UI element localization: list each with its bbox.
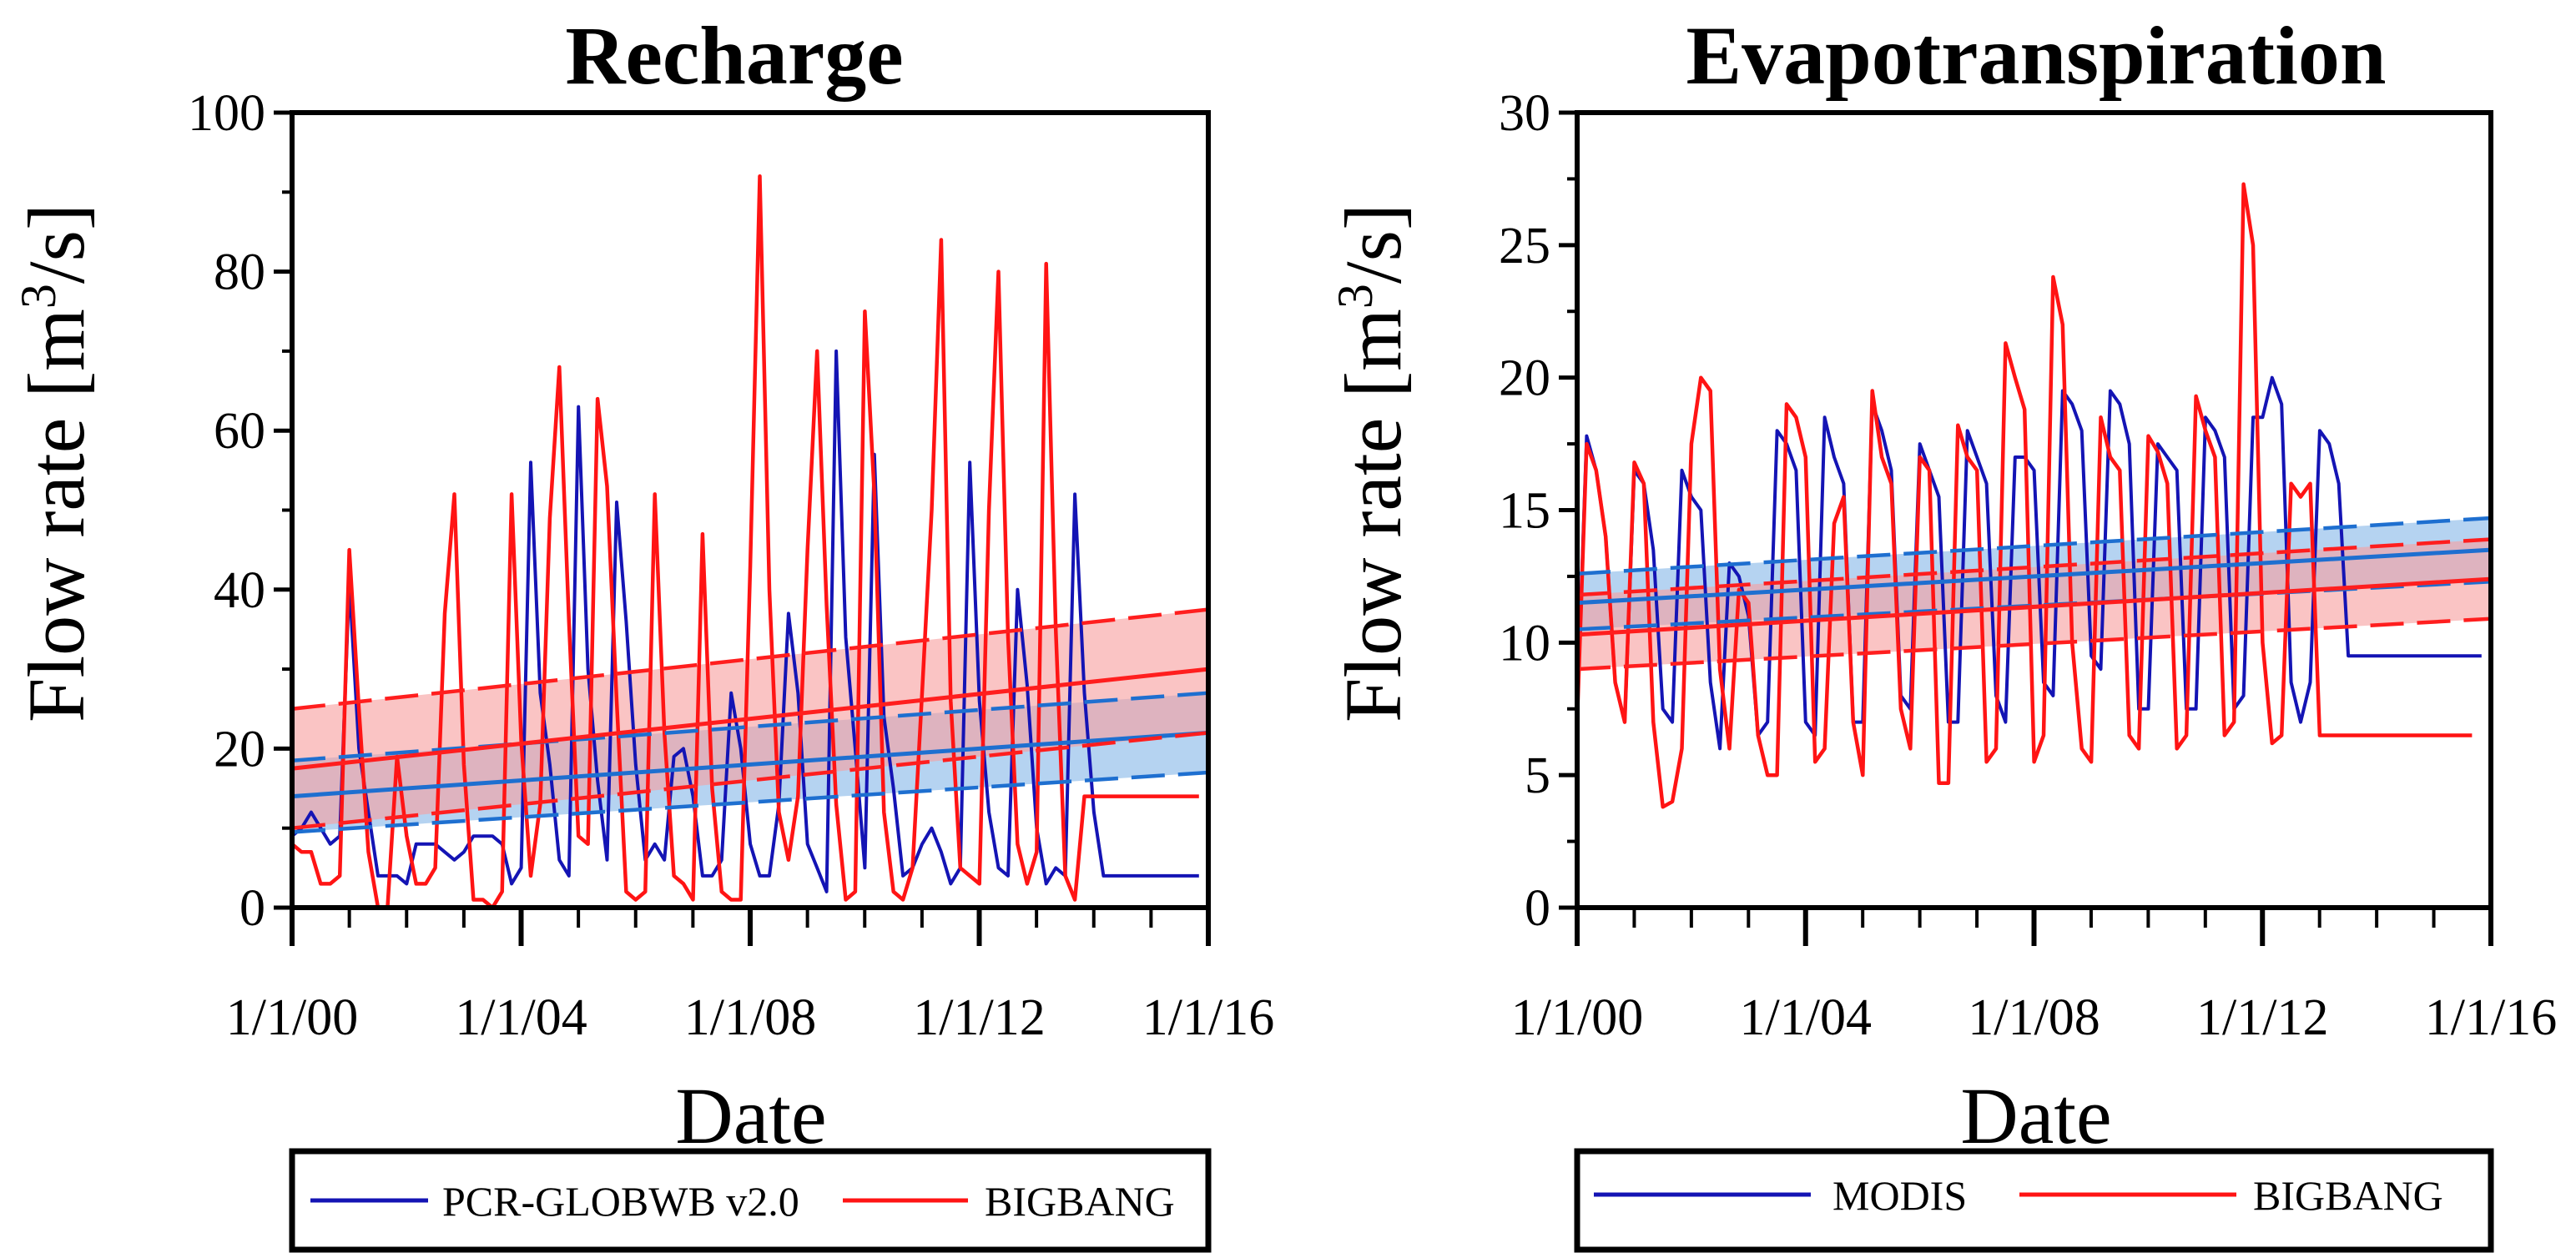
recharge-y-tick-label: 80 [214, 244, 265, 301]
recharge-y-tick-label: 20 [214, 721, 265, 777]
recharge-ci-lower-red [291, 731, 1209, 830]
evapotranspiration-y-axis-label: Flow rate [m3/s] [1328, 204, 1418, 722]
recharge-trend-line-blue [291, 730, 1209, 799]
recharge-y-axis-label: Flow rate [m3/s] [11, 204, 101, 722]
evapotranspiration-y-tick-label: 25 [1499, 218, 1550, 274]
evapotranspiration-plot-area: 0 5 10 15 20 25 30 1/1/00 1/1/04 1/1/08 1/1/12 1/1/… [1499, 85, 2557, 1046]
evapotranspiration-x-axis-label: Date [1960, 1071, 2111, 1160]
evapotranspiration-trend-line-blue [1576, 547, 2492, 606]
evapotranspiration-y-tick-label: 0 [1525, 880, 1550, 937]
evapotranspiration-x-tick-label: 1/1/04 [1740, 989, 1872, 1046]
recharge-ci-lower-blue [291, 770, 1209, 834]
evapotranspiration-ci-upper-blue [1576, 516, 2492, 576]
evapotranspiration-title: Evapotranspiration [1686, 9, 2386, 102]
recharge-panel: Recharge Flow rate [m3/s] Date 0 20 40 60 80… [11, 9, 1274, 1253]
evapotranspiration-legend: MODIS BIGBANG [1574, 1148, 2494, 1253]
recharge-plot-area: 0 20 40 60 80 100 1/1/00 1/1/04 1/1/08 1/1/12 1/1/… [188, 85, 1274, 1046]
evapotranspiration-y-tick-label: 5 [1525, 747, 1550, 804]
recharge-x-tick-label: 1/1/04 [455, 989, 587, 1046]
evapotranspiration-y-tick-label: 30 [1499, 85, 1550, 142]
recharge-ci-upper-blue [291, 691, 1209, 762]
evapotranspiration-legend-label-modis: MODIS [1832, 1172, 1967, 1219]
recharge-y-tick-label: 60 [214, 403, 265, 460]
evapotranspiration-trend-line-red [1576, 576, 2492, 637]
recharge-x-axis-label: Date [675, 1071, 826, 1160]
evapotranspiration-legend-frame [1574, 1148, 2494, 1253]
evapotranspiration-legend-label-bigbang: BIGBANG [2253, 1172, 2443, 1219]
evapotranspiration-panel: Evapotranspiration Flow rate [m3/s] Date… [1328, 9, 2557, 1253]
recharge-trend-line-red [291, 667, 1209, 771]
evapotranspiration-ci-upper-red [1576, 537, 2492, 597]
recharge-x-tick-label: 1/1/00 [226, 989, 358, 1046]
recharge-title: Recharge [565, 9, 903, 102]
recharge-y-tick-label: 40 [214, 562, 265, 619]
recharge-legend-frame [289, 1148, 1212, 1253]
recharge-legend-label-pcr: PCR-GLOBWB v2.0 [442, 1178, 799, 1225]
evapotranspiration-ci-lower-red [1576, 616, 2492, 672]
evapotranspiration-y-tick-label: 20 [1499, 350, 1550, 407]
recharge-series-red-line [290, 174, 1199, 910]
evapotranspiration-x-tick-label: 1/1/16 [2425, 989, 2557, 1046]
evapotranspiration-x-tick-label: 1/1/00 [1511, 989, 1643, 1046]
recharge-x-tick-label: 1/1/08 [684, 989, 816, 1046]
recharge-y-tick-label: 0 [239, 880, 265, 937]
recharge-legend: PCR-GLOBWB v2.0 BIGBANG [289, 1148, 1212, 1253]
recharge-x-tick-label: 1/1/16 [1142, 989, 1274, 1046]
recharge-ci-upper-red [291, 607, 1209, 711]
evapotranspiration-x-tick-label: 1/1/08 [1968, 989, 2100, 1046]
evapotranspiration-y-tick-label: 10 [1499, 615, 1550, 672]
recharge-y-tick-label: 100 [188, 85, 265, 142]
recharge-legend-label-bigbang: BIGBANG [985, 1178, 1175, 1225]
evapotranspiration-y-tick-label: 15 [1499, 483, 1550, 540]
evapotranspiration-series-red-line [1575, 182, 2473, 809]
evapotranspiration-x-tick-label: 1/1/12 [2196, 989, 2328, 1046]
recharge-x-tick-label: 1/1/12 [913, 989, 1045, 1046]
